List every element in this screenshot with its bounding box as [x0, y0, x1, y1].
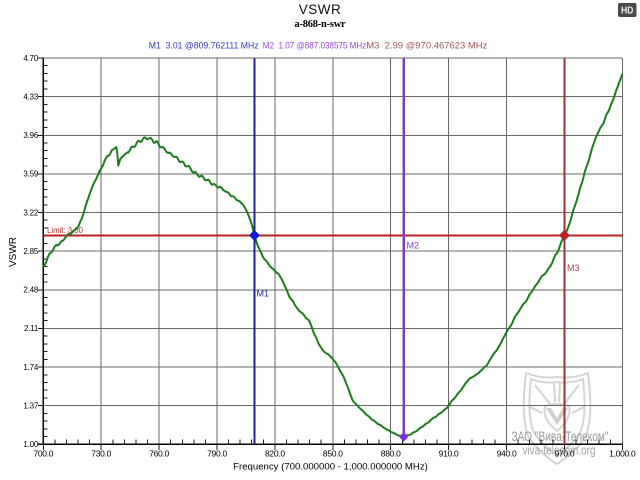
svg-text:910.0: 910.0: [439, 449, 459, 459]
svg-text:730.0: 730.0: [91, 449, 111, 459]
svg-text:M1 3.01 @809.762111 MHz: M1 3.01 @809.762111 MHz: [149, 40, 259, 50]
svg-text:1.00: 1.00: [23, 440, 39, 449]
svg-text:970.0: 970.0: [555, 449, 575, 459]
svg-text:4.33: 4.33: [23, 92, 39, 101]
svg-text:760.0: 760.0: [149, 449, 169, 459]
svg-text:880.0: 880.0: [381, 449, 401, 459]
svg-text:820.0: 820.0: [265, 449, 285, 459]
svg-text:4.70: 4.70: [23, 54, 39, 63]
svg-text:1.74: 1.74: [23, 363, 39, 372]
svg-text:M3 2.99 @970.467623 MHz: M3 2.99 @970.467623 MHz: [366, 40, 487, 50]
svg-text:M1: M1: [257, 289, 270, 299]
svg-text:M2 1.07 @887.038575 MHz: M2 1.07 @887.038575 MHz: [263, 40, 367, 50]
svg-text:viva-telecom.org: viva-telecom.org: [523, 443, 596, 458]
svg-text:3.96: 3.96: [23, 131, 39, 140]
svg-text:940.0: 940.0: [497, 449, 517, 459]
svg-text:Frequency (700.000000 - 1,000.: Frequency (700.000000 - 1,000.000000 MHz…: [233, 462, 428, 473]
svg-text:Limit: 3.00: Limit: 3.00: [47, 226, 84, 235]
svg-text:1.37: 1.37: [23, 402, 39, 411]
svg-text:HD: HD: [621, 6, 634, 17]
svg-text:VSWR: VSWR: [299, 2, 342, 17]
svg-text:2.85: 2.85: [23, 247, 39, 256]
svg-text:3.22: 3.22: [23, 208, 39, 217]
svg-text:ЗАО "Вива-Телеком": ЗАО "Вива-Телеком": [512, 429, 609, 444]
svg-text:1,000.0: 1,000.0: [609, 449, 636, 459]
svg-text:a-868-n-swr: a-868-n-swr: [295, 19, 346, 30]
svg-text:M3: M3: [567, 263, 580, 273]
svg-text:2.11: 2.11: [24, 324, 39, 333]
svg-text:3.59: 3.59: [23, 170, 39, 179]
svg-text:M2: M2: [407, 241, 420, 251]
svg-text:850.0: 850.0: [323, 449, 343, 459]
svg-text:790.0: 790.0: [207, 449, 227, 459]
svg-text:2.48: 2.48: [23, 286, 39, 295]
svg-text:700.0: 700.0: [33, 449, 53, 459]
svg-text:VSWR: VSWR: [8, 237, 19, 267]
